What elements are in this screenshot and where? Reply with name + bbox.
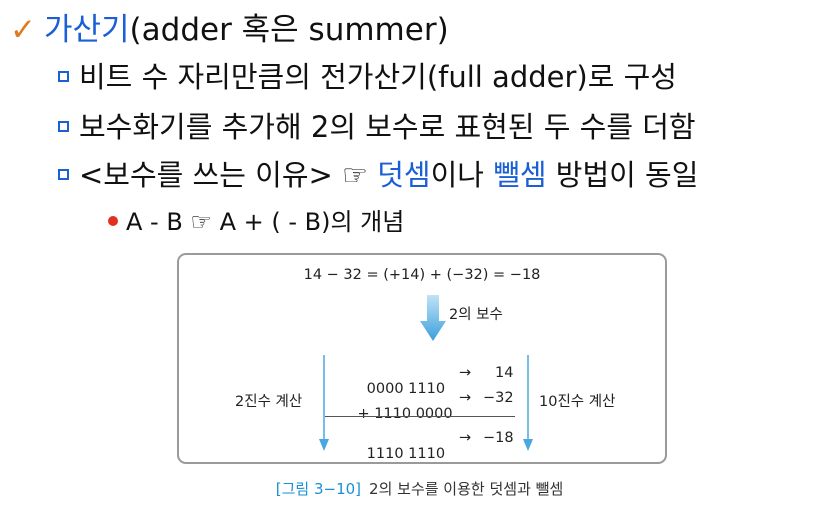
- title-rest: (adder 혹은 summer): [129, 12, 449, 48]
- complement-label: 2의 보수: [449, 307, 503, 323]
- bullet-text-post: 방법이 동일: [546, 158, 699, 192]
- calc-decimal: −18: [483, 430, 514, 446]
- bullet-text-mid: 이나: [430, 158, 494, 192]
- bullet-item-2: 보수화기를 추가해 2의 보수로 표현된 두 수를 더함: [58, 108, 696, 146]
- bullet-item-3: <보수를 쓰는 이유> ☞ 덧셈이나 뺄셈 방법이 동일: [58, 156, 698, 194]
- binary-value: + 1110 0000: [357, 406, 453, 422]
- sub-bullet-text: A - B ☞ A + ( - B)의 개념: [126, 208, 405, 236]
- caption-text: 2의 보수를 이용한 덧셈과 뺄셈: [369, 480, 564, 498]
- caption-label: [그림 3−10]: [275, 480, 362, 498]
- calc-arrow: →: [459, 390, 471, 406]
- calc-row: + 1110 0000: [339, 390, 453, 438]
- bullet-text: 비트 수 자리만큼의 전가산기(full adder)로 구성: [79, 60, 677, 94]
- figure-box: 14 − 32 = (+14) + (−32) = −18 2의 보수 2진수 …: [177, 253, 667, 464]
- square-bullet-icon: [58, 120, 69, 132]
- highlight-subtraction: 뺄셈: [493, 158, 547, 192]
- sum-divider: [325, 416, 515, 417]
- decimal-value: −32: [483, 390, 514, 406]
- decimal-value: 14: [495, 365, 514, 381]
- bullet-item-1: 비트 수 자리만큼의 전가산기(full adder)로 구성: [58, 58, 677, 96]
- figure-equation: 14 − 32 = (+14) + (−32) = −18: [303, 267, 541, 283]
- figure-caption: [그림 3−10] 2의 보수를 이용한 덧셈과 뺄셈: [0, 478, 839, 499]
- calc-row: 1110 1110: [339, 430, 445, 478]
- calc-decimal: −32: [483, 390, 514, 406]
- highlight-addition: 덧셈: [377, 158, 431, 192]
- bullet-text: 보수화기를 추가해 2의 보수로 표현된 두 수를 더함: [79, 110, 696, 144]
- right-arrow-icon: →: [459, 390, 472, 406]
- calc-arrow: →: [459, 365, 471, 381]
- slide-title: ✓ 가산기(adder 혹은 summer): [10, 10, 449, 50]
- red-dot-icon: [108, 216, 118, 226]
- binary-calc-label: 2진수 계산: [235, 394, 303, 410]
- title-term: 가산기: [43, 12, 130, 48]
- right-arrow-icon: →: [459, 430, 472, 446]
- calc-arrow: →: [459, 430, 471, 446]
- calc-decimal: 14: [495, 365, 513, 381]
- check-icon: ✓: [10, 12, 36, 48]
- down-arrow-icon: [420, 295, 446, 341]
- square-bullet-icon: [58, 70, 69, 82]
- binary-down-arrow-icon: [319, 355, 329, 451]
- calc-row: 0000 1110: [339, 365, 445, 413]
- binary-value: 1110 1110: [357, 446, 446, 462]
- decimal-down-arrow-icon: [523, 355, 533, 451]
- decimal-value: −18: [483, 430, 514, 446]
- square-bullet-icon: [58, 168, 69, 180]
- bullet-text: <보수를 쓰는 이유> ☞: [79, 158, 378, 192]
- binary-value: 0000 1110: [357, 381, 446, 397]
- sub-bullet: A - B ☞ A + ( - B)의 개념: [108, 206, 404, 238]
- decimal-calc-label: 10진수 계산: [539, 394, 616, 410]
- right-arrow-icon: →: [459, 365, 472, 381]
